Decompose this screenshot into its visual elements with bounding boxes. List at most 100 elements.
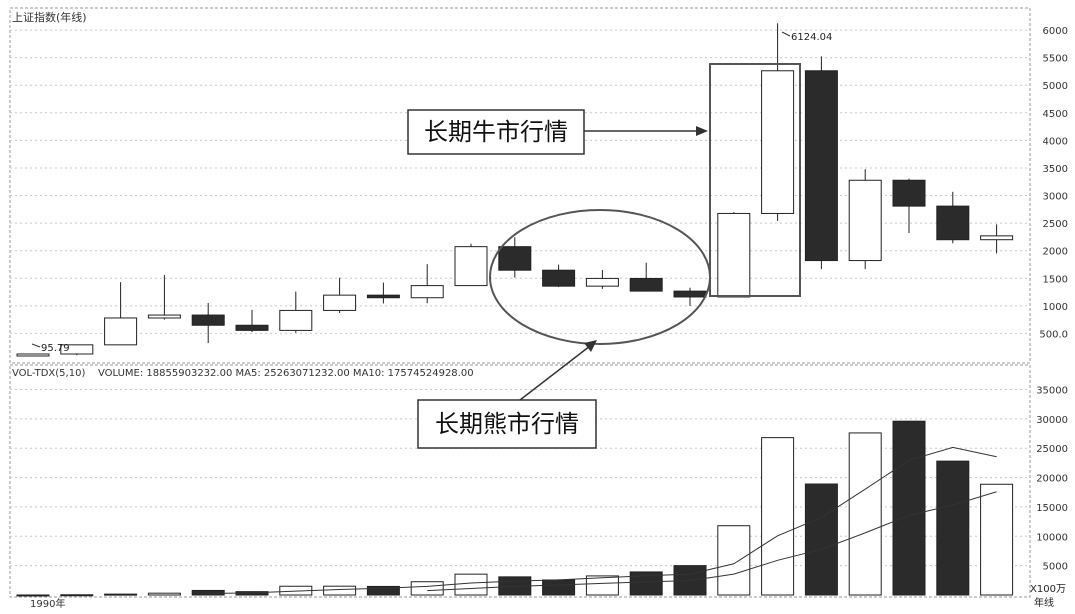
candle (235, 309, 269, 333)
candle-body-down (542, 269, 576, 287)
volume-bar-down (366, 585, 400, 596)
volume-y-axis: 5000 10000 15000 20000 25000 30000 35000 (1036, 385, 1068, 572)
candle (804, 56, 838, 270)
price-tick-label: 1000 (1043, 302, 1068, 313)
candle (191, 302, 225, 344)
bear-market-highlight (489, 209, 711, 345)
price-tick-label: 4000 (1043, 136, 1068, 147)
candle-body-down (673, 290, 707, 298)
volume-bar-down (892, 420, 926, 596)
candle (60, 344, 94, 356)
max-price-label: 6124.04 (791, 32, 832, 43)
candle (498, 237, 532, 278)
candle (936, 191, 970, 244)
volume-tick-label: 15000 (1036, 503, 1068, 514)
bull-callout-text: 长期牛市行情 (424, 118, 568, 146)
volume-bar-up (60, 594, 94, 597)
candle (848, 169, 882, 270)
volume-tick-label: 30000 (1036, 415, 1068, 426)
moving-average-lines (208, 446, 997, 594)
candle-body-up (147, 314, 181, 319)
candle (279, 291, 313, 333)
candle-body-up (761, 70, 795, 214)
volume-bar-down (804, 483, 838, 596)
candlestick-series (16, 23, 1014, 357)
bull-arrow-head (696, 126, 708, 136)
candle-body-up (717, 212, 751, 298)
candle (366, 282, 400, 304)
candle-body-up (60, 344, 94, 355)
x-start-label: 1990年 (30, 597, 65, 610)
candle (323, 277, 357, 314)
candle (980, 224, 1014, 254)
bear-callout-text: 长期熊市行情 (435, 410, 579, 438)
bear-callout-box (417, 399, 597, 449)
candle (717, 212, 751, 298)
volume-bar-up (454, 573, 488, 596)
volume-bar-up (323, 585, 357, 596)
bear-arrow-head (584, 340, 597, 352)
candle-body-up (104, 317, 138, 346)
volume-bars (16, 420, 1014, 597)
candle (454, 243, 488, 287)
period-label: 年线 (1034, 596, 1054, 609)
bear-callout-arrow (519, 345, 591, 401)
volume-tick-label: 35000 (1036, 385, 1068, 396)
candle (585, 270, 619, 289)
candle-body-up (410, 285, 444, 299)
candle-body-down (892, 179, 926, 207)
price-tick-label: 2500 (1043, 219, 1068, 230)
candle-body-down (191, 314, 225, 326)
volume-tick-label: 10000 (1036, 532, 1068, 543)
volume-bar-up (717, 525, 751, 596)
price-tick-label: 500.0 (1039, 329, 1068, 340)
volume-bar-down (936, 460, 970, 596)
price-tick-label: 5500 (1043, 54, 1068, 65)
candle-body-up (848, 179, 882, 262)
price-tick-label: 4500 (1043, 109, 1068, 120)
volume-bar-down (191, 589, 225, 596)
volume-bar-up (761, 437, 795, 596)
candle-body-down (235, 324, 269, 331)
ma10-line (427, 491, 997, 592)
volume-bar-down (629, 571, 663, 596)
candle-body-up (980, 235, 1014, 241)
candle (629, 262, 663, 292)
candle (892, 178, 926, 234)
price-tick-label: 6000 (1043, 26, 1068, 37)
candle-body-down (498, 246, 532, 271)
volume-bar-up (980, 483, 1014, 596)
min-price-label: 95.79 (41, 343, 70, 354)
chart-title: 上证指数(年线) (12, 10, 87, 24)
volume-bar-up (585, 575, 619, 596)
candle (104, 282, 138, 346)
candle (410, 264, 444, 304)
price-tick-label: 5000 (1043, 81, 1068, 92)
candle-body-down (366, 294, 400, 299)
candle-body-up (585, 277, 619, 287)
volume-bar-up (147, 592, 181, 596)
volume-tick-label: 5000 (1043, 562, 1068, 573)
candle-body-down (804, 70, 838, 262)
price-y-axis: 500.0 1000 1500 2000 2500 3000 3500 4000 4500 500… (1039, 26, 1068, 340)
candle-body-up (323, 294, 357, 311)
candle (542, 264, 576, 288)
candle-body-up (454, 246, 488, 287)
volume-tick-label: 25000 (1036, 444, 1068, 455)
price-tick-label: 3500 (1043, 164, 1068, 175)
candle-body-up (279, 309, 313, 331)
volume-bar-down (542, 579, 576, 596)
price-panel-frame (9, 7, 1031, 364)
price-tick-label: 3000 (1043, 192, 1068, 203)
price-gridlines (10, 29, 1030, 334)
volume-indicator-values: VOLUME: 18855903232.00 MA5: 25263071232.… (98, 368, 474, 379)
volume-unit-label: X100万 (1030, 584, 1066, 595)
volume-indicator-title: VOL-TDX(5,10) (12, 368, 85, 379)
volume-panel-frame (9, 364, 1031, 598)
candle (761, 23, 795, 221)
price-tick-label: 1500 (1043, 274, 1068, 285)
candle (16, 353, 50, 357)
volume-tick-label: 20000 (1036, 474, 1068, 485)
